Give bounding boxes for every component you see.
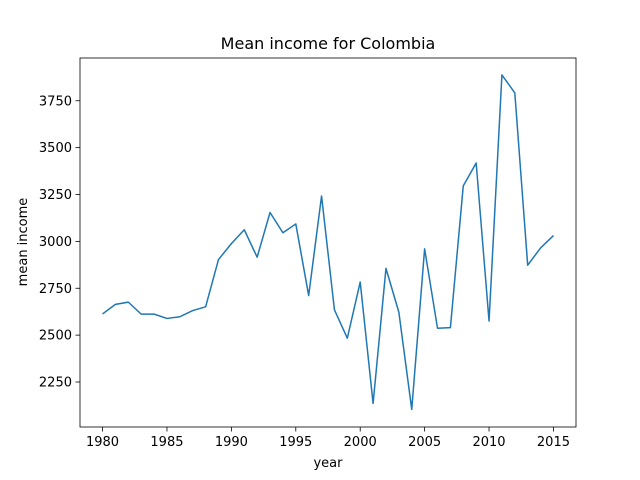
x-tick-label: 2000	[344, 435, 377, 450]
x-tick-label: 1995	[279, 435, 312, 450]
x-tick-label: 1985	[150, 435, 183, 450]
y-tick-label: 3500	[39, 141, 72, 156]
series-line	[102, 74, 554, 411]
y-tick-label: 3250	[39, 188, 72, 203]
chart-title: Mean income for Colombia	[221, 34, 436, 53]
plot-area: 1980 1985 1990 1995 2000 2005 2010 2015 2250 2500…	[39, 57, 577, 450]
y-axis-label: mean income	[16, 198, 31, 287]
x-tick-label: 2010	[472, 435, 505, 450]
axes-frame	[79, 57, 577, 428]
y-tick-label: 3000	[39, 235, 72, 250]
y-tick-label: 2750	[39, 282, 72, 297]
y-tick-label: 2500	[39, 329, 72, 344]
x-axis-label: year	[313, 456, 343, 471]
x-tick-label: 1990	[215, 435, 248, 450]
x-tick-label: 2015	[537, 435, 570, 450]
x-tick-label: 2005	[408, 435, 441, 450]
y-tick-label: 2250	[39, 376, 72, 391]
y-tick-label: 3750	[39, 94, 72, 109]
x-tick-label: 1980	[86, 435, 119, 450]
